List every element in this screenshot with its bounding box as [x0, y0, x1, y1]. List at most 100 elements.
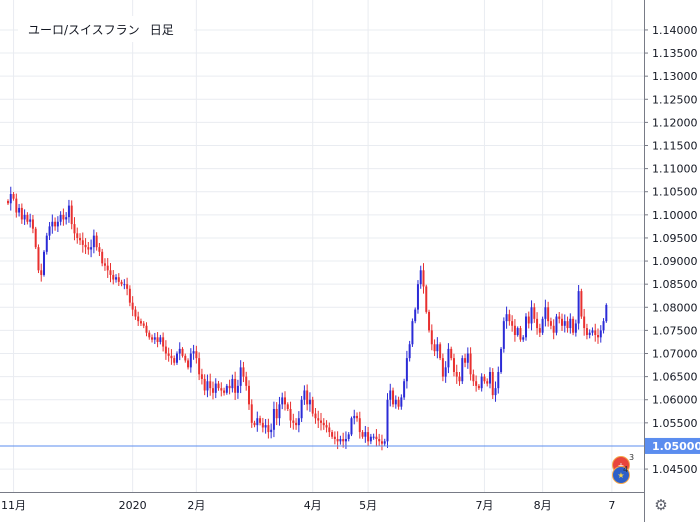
candle-body: [225, 385, 228, 393]
y-tick-label: 1.11000: [652, 163, 698, 176]
candle-body: [433, 344, 436, 352]
candle-body: [181, 348, 184, 356]
candle-body: [59, 214, 62, 222]
candle-body: [261, 422, 264, 428]
candle-body: [164, 346, 167, 354]
candle-body: [549, 321, 552, 326]
candle-body: [483, 376, 486, 382]
chart-legend: ユーロ/スイスフラン 日足: [18, 16, 194, 42]
candle-body: [198, 358, 201, 375]
gear-icon[interactable]: ⚙: [654, 496, 668, 514]
candle-body: [320, 420, 323, 423]
candle-body: [541, 318, 544, 333]
candle-body: [170, 355, 173, 359]
candle-body: [126, 284, 129, 289]
candle-body: [308, 399, 311, 405]
candle-body: [599, 330, 602, 338]
eu-flag-icon[interactable]: ★: [612, 466, 630, 484]
candle-body: [333, 436, 336, 440]
y-tick-label: 1.13000: [652, 70, 698, 83]
candle-body: [90, 247, 93, 250]
candle-body: [552, 325, 555, 333]
candle-body: [7, 200, 9, 204]
x-tick-label: 7月: [475, 499, 493, 512]
candle-body: [580, 291, 583, 317]
candle-body: [189, 353, 192, 368]
candle-body: [516, 328, 519, 336]
candle-body: [289, 408, 292, 421]
candle-body: [480, 376, 483, 389]
candle-body: [441, 358, 444, 377]
candle-body: [159, 337, 162, 342]
x-tick-label: 7: [608, 499, 615, 512]
candle-body: [397, 399, 400, 407]
candle-body: [167, 353, 170, 356]
candle-body: [344, 439, 347, 442]
candle-body: [477, 385, 480, 389]
candle-body: [422, 270, 425, 287]
x-tick-label: 2月: [187, 499, 205, 512]
candle-body: [259, 418, 262, 423]
candle-body: [416, 284, 419, 310]
y-tick-label: 1.07000: [652, 348, 698, 361]
candle-body: [538, 328, 541, 333]
candle-body: [292, 420, 295, 423]
candle-body: [217, 383, 220, 389]
candle-body: [187, 360, 190, 368]
candle-body: [184, 355, 187, 361]
candle-body: [605, 304, 608, 322]
candle-body: [527, 316, 530, 324]
candle-body: [405, 358, 408, 382]
candle-body: [54, 221, 57, 227]
candle-body: [228, 385, 231, 389]
candle-body: [234, 378, 237, 393]
candle-body: [597, 335, 600, 338]
candle-body: [275, 408, 278, 419]
candle-body: [524, 316, 527, 338]
candle-body: [408, 344, 411, 359]
candle-body: [73, 224, 76, 234]
y-tick-label: 1.11500: [652, 140, 698, 153]
candle-body: [425, 286, 428, 312]
candle-body: [34, 228, 37, 248]
candle-body: [353, 415, 356, 419]
timeframe-label: 日足: [149, 22, 174, 37]
candle-body: [494, 388, 497, 396]
candle-body: [175, 353, 178, 363]
candle-body: [128, 288, 131, 303]
candle-body: [314, 413, 317, 419]
candle-body: [48, 226, 51, 236]
candle-body: [203, 378, 206, 391]
candle-body: [29, 219, 32, 222]
candle-body: [450, 348, 453, 359]
candle-body: [400, 397, 403, 407]
candle-body: [211, 388, 214, 393]
candle-body: [394, 399, 397, 405]
candle-body: [367, 432, 370, 442]
candle-body: [284, 397, 286, 405]
candle-body: [455, 371, 458, 377]
candle-body: [536, 318, 539, 329]
candle-body: [76, 233, 79, 238]
candle-body: [109, 270, 112, 275]
y-tick-label: 1.13500: [652, 47, 698, 60]
candle-body: [342, 439, 345, 442]
candle-body: [403, 381, 406, 398]
candle-body: [31, 219, 34, 229]
event-badges[interactable]: + ★ 3 4: [612, 453, 636, 484]
candle-body: [236, 385, 239, 393]
candle-body: [206, 381, 209, 391]
candle-body: [358, 418, 361, 433]
candle-body: [253, 422, 256, 426]
candle-body: [452, 358, 455, 372]
candle-body: [583, 316, 586, 329]
candle-body: [430, 330, 433, 345]
candle-body: [472, 374, 475, 382]
candle-body: [178, 348, 181, 354]
candle-body: [15, 198, 18, 213]
candle-body: [40, 270, 43, 275]
candle-body: [62, 214, 65, 220]
candle-body: [594, 330, 597, 336]
candle-body: [585, 328, 588, 336]
